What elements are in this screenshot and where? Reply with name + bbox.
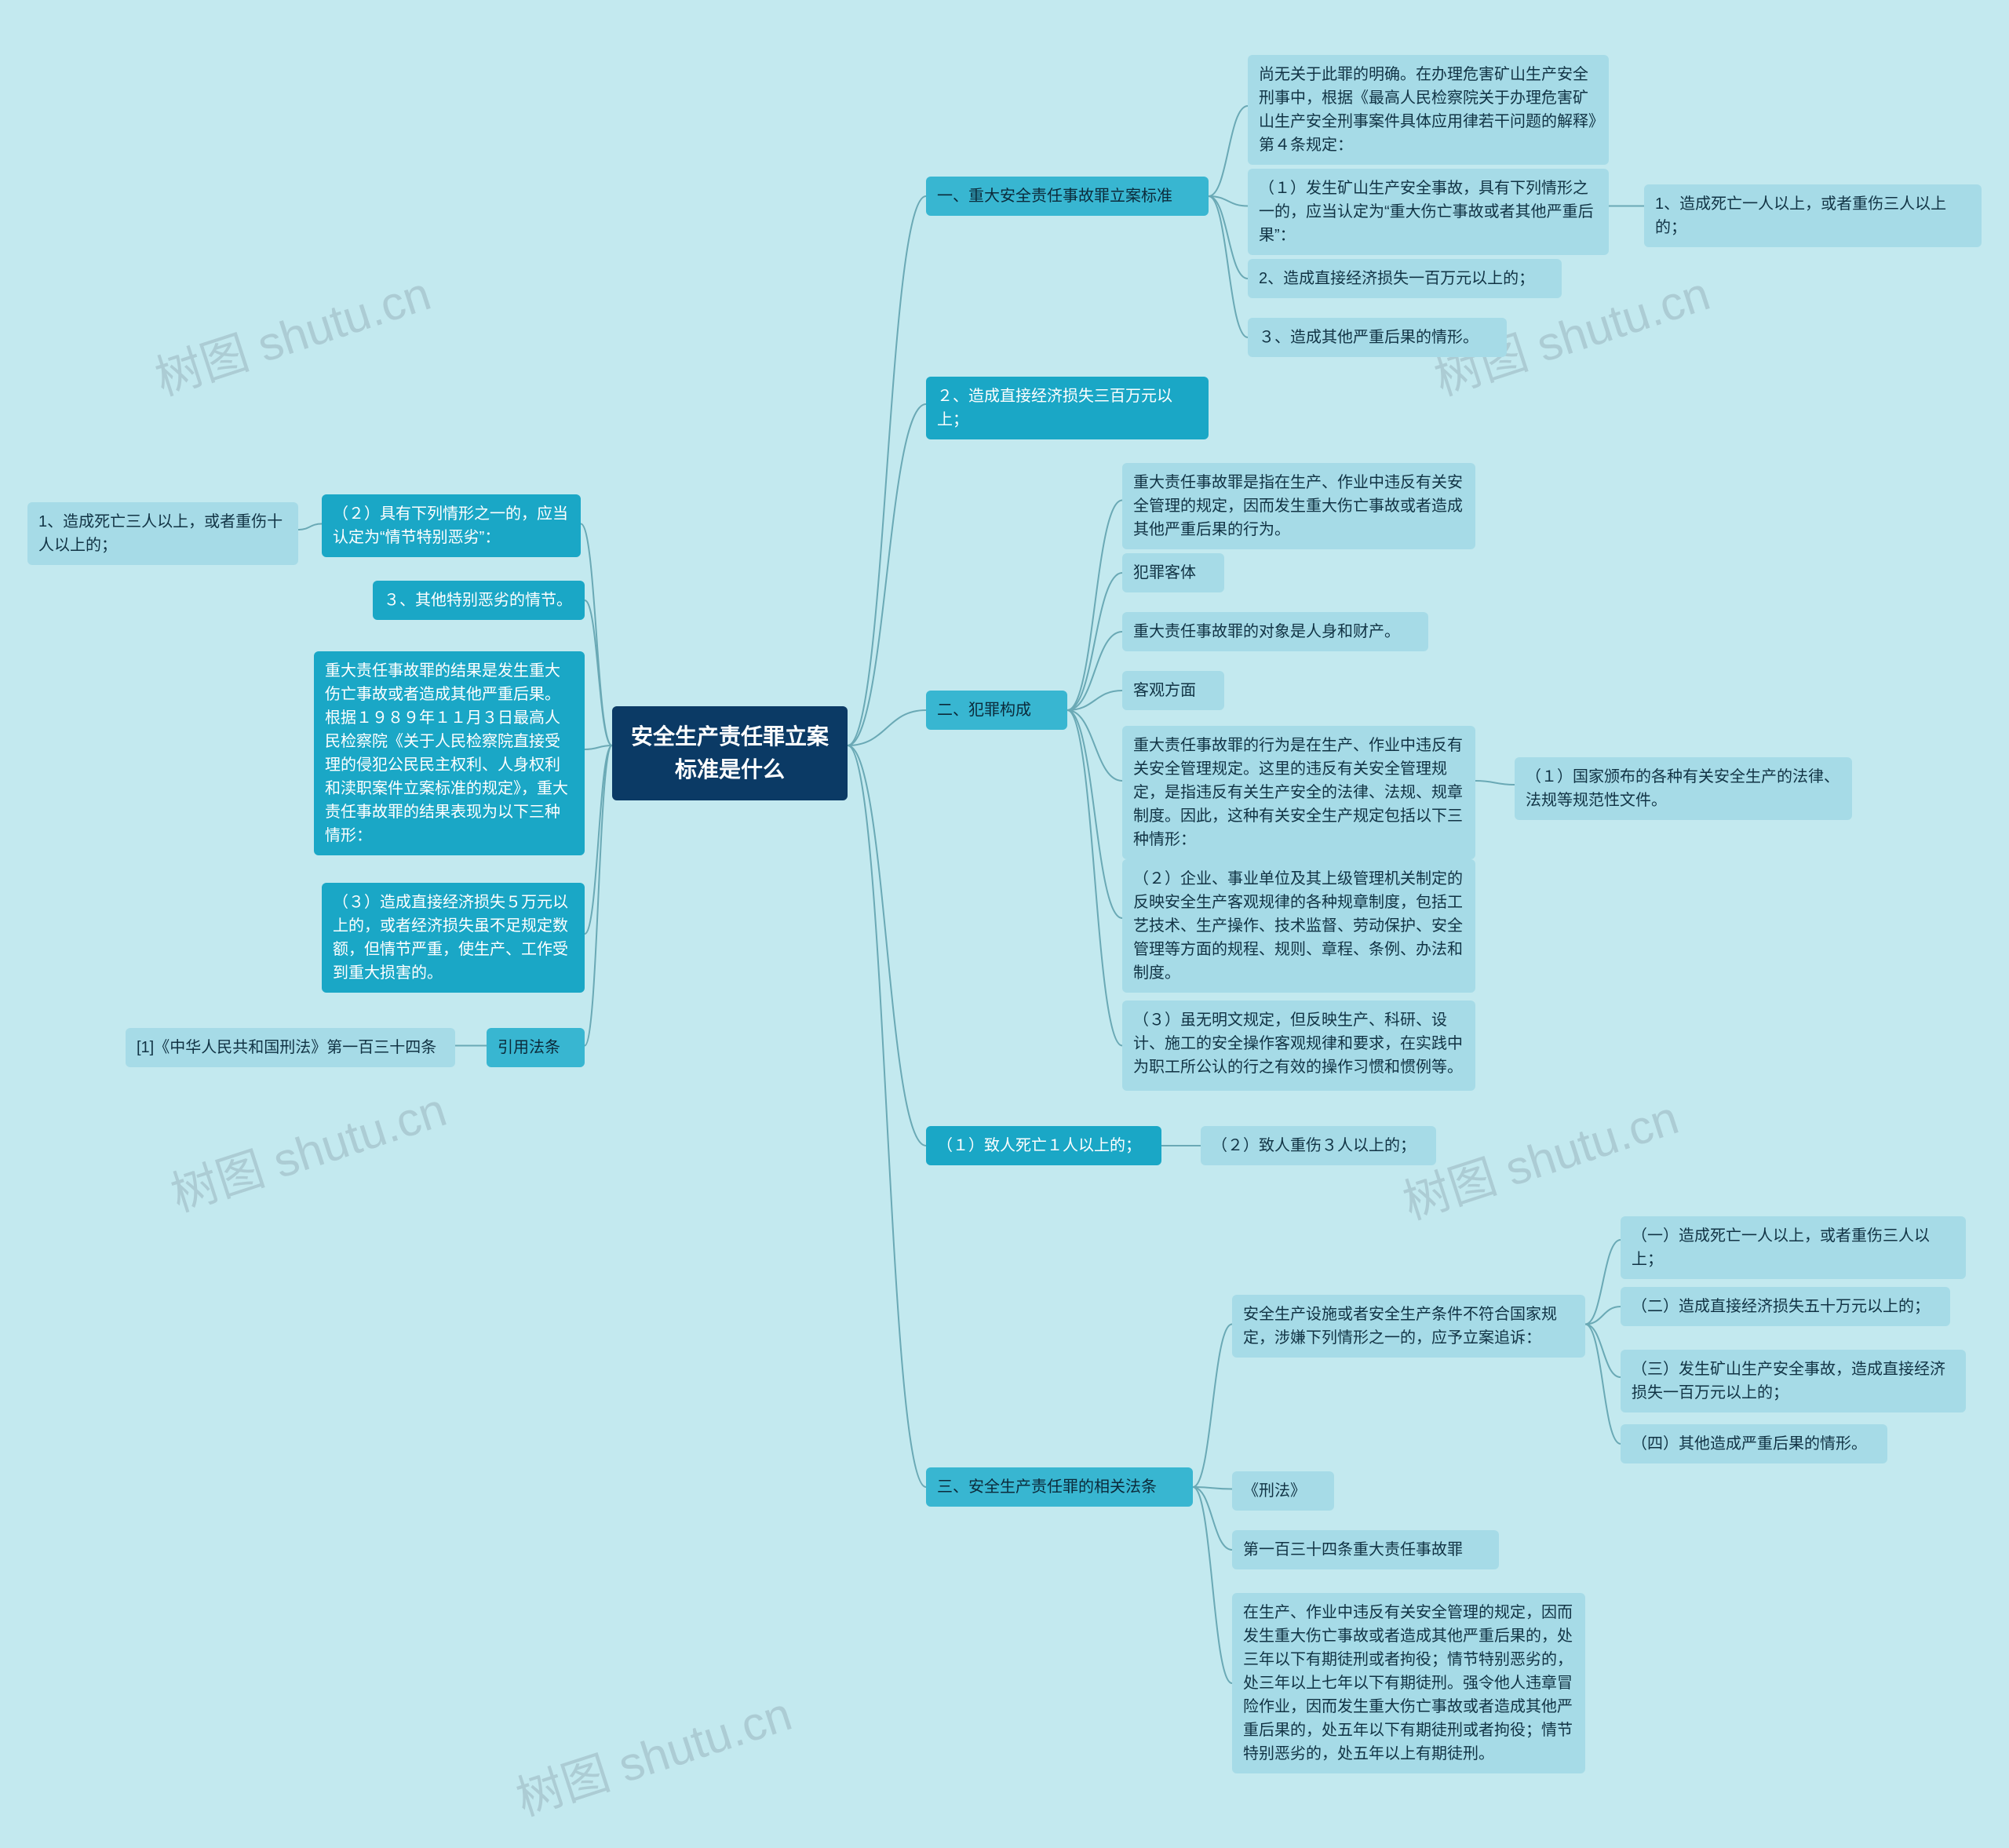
connector xyxy=(1585,1325,1621,1378)
mindmap-node-r3c: 重大责任事故罪的对象是人身和财产。 xyxy=(1122,612,1428,651)
mindmap-node-r5b: 《刑法》 xyxy=(1232,1471,1334,1511)
connector xyxy=(848,745,926,1146)
mindmap-node-r4: （１）致人死亡１人以上的； xyxy=(926,1126,1161,1165)
mindmap-node-r5a2: （二）造成直接经济损失五十万元以上的； xyxy=(1621,1287,1950,1326)
mindmap-node-r5c: 第一百三十四条重大责任事故罪 xyxy=(1232,1530,1499,1569)
mindmap-node-r5a4: （四）其他造成严重后果的情形。 xyxy=(1621,1424,1887,1463)
mindmap-node-l1: （２）具有下列情形之一的，应当认定为“情节特别恶劣”： xyxy=(322,494,581,557)
mindmap-node-r5a1: （一）造成死亡一人以上，或者重伤三人以上； xyxy=(1621,1216,1966,1279)
connector xyxy=(1209,106,1248,196)
connector xyxy=(1067,573,1122,710)
connector xyxy=(1067,501,1122,711)
mindmap-node-r5: 三、安全生产责任罪的相关法条 xyxy=(926,1467,1193,1507)
mindmap-node-r3e: 重大责任事故罪的行为是在生产、作业中违反有关安全管理规定。这里的违反有关安全管理… xyxy=(1122,726,1475,859)
mindmap-node-l4: （３）造成直接经济损失５万元以上的，或者经济损失虽不足规定数额，但情节严重，使生… xyxy=(322,883,585,993)
mindmap-node-r2: ２、造成直接经济损失三百万元以上； xyxy=(926,377,1209,439)
connector xyxy=(585,745,612,1046)
connector xyxy=(1475,781,1515,785)
mindmap-node-r1: 一、重大安全责任事故罪立案标准 xyxy=(926,177,1209,216)
mindmap-node-l2: ３、其他特别恶劣的情节。 xyxy=(373,581,585,620)
mindmap-node-r3b: 犯罪客体 xyxy=(1122,553,1224,592)
connector xyxy=(1209,196,1248,337)
connector-canvas xyxy=(0,0,2009,1848)
mindmap-node-l5a: [1]《中华人民共和国刑法》第一百三十四条 xyxy=(126,1028,455,1067)
connector xyxy=(1067,710,1122,1046)
connector xyxy=(581,524,612,746)
connector xyxy=(298,524,322,530)
connector xyxy=(1585,1240,1621,1325)
mindmap-node-r1d: ３、造成其他严重后果的情形。 xyxy=(1248,318,1507,357)
mindmap-node-l3: 重大责任事故罪的结果是发生重大伤亡事故或者造成其他严重后果。根据１９８９年１１月… xyxy=(314,651,585,855)
connector xyxy=(1193,1325,1232,1488)
mindmap-node-l5: 引用法条 xyxy=(487,1028,585,1067)
connector xyxy=(585,745,612,749)
mindmap-node-r5a3: （三）发生矿山生产安全事故，造成直接经济损失一百万元以上的； xyxy=(1621,1350,1966,1412)
mindmap-node-r3g: （３）虽无明文规定，但反映生产、科研、设计、施工的安全操作客观规律和要求，在实践… xyxy=(1122,1001,1475,1091)
mindmap-node-r3f: （２）企业、事业单位及其上级管理机关制定的反映安全生产客观规律的各种规章制度，包… xyxy=(1122,859,1475,993)
connector xyxy=(1193,1487,1232,1550)
mindmap-node-r1b: （１）发生矿山生产安全事故，具有下列情形之一的，应当认定为“重大伤亡事故或者其他… xyxy=(1248,169,1609,255)
mindmap-node-r3a: 重大责任事故罪是指在生产、作业中违反有关安全管理的规定，因而发生重大伤亡事故或者… xyxy=(1122,463,1475,549)
mindmap-node-r4a: （２）致人重伤３人以上的； xyxy=(1201,1126,1436,1165)
connector xyxy=(848,196,926,745)
mindmap-node-r3: 二、犯罪构成 xyxy=(926,691,1067,730)
connector xyxy=(848,404,926,745)
connector xyxy=(1585,1325,1621,1445)
mindmap-node-r3d: 客观方面 xyxy=(1122,671,1224,710)
mindmap-node-r5a: 安全生产设施或者安全生产条件不符合国家规定，涉嫌下列情形之一的，应予立案追诉： xyxy=(1232,1295,1585,1358)
mindmap-node-r1b1: 1、造成死亡一人以上，或者重伤三人以上的； xyxy=(1644,184,1982,247)
connector xyxy=(585,600,612,745)
mindmap-node-r5d: 在生产、作业中违反有关安全管理的规定，因而发生重大伤亡事故或者造成其他严重后果的… xyxy=(1232,1593,1585,1773)
mindmap-node-r3e1: （１）国家颁布的各种有关安全生产的法律、法规等规范性文件。 xyxy=(1515,757,1852,820)
mindmap-node-r1c: 2、造成直接经济损失一百万元以上的； xyxy=(1248,259,1562,298)
mindmap-node-r1a: 尚无关于此罪的明确。在办理危害矿山生产安全刑事中，根据《最高人民检察院关于办理危… xyxy=(1248,55,1609,165)
mindmap-node-l1a: 1、造成死亡三人以上，或者重伤十人以上的； xyxy=(27,502,298,565)
connector xyxy=(848,745,926,1487)
mindmap-node-root: 安全生产责任罪立案标准是什么 xyxy=(612,706,848,800)
